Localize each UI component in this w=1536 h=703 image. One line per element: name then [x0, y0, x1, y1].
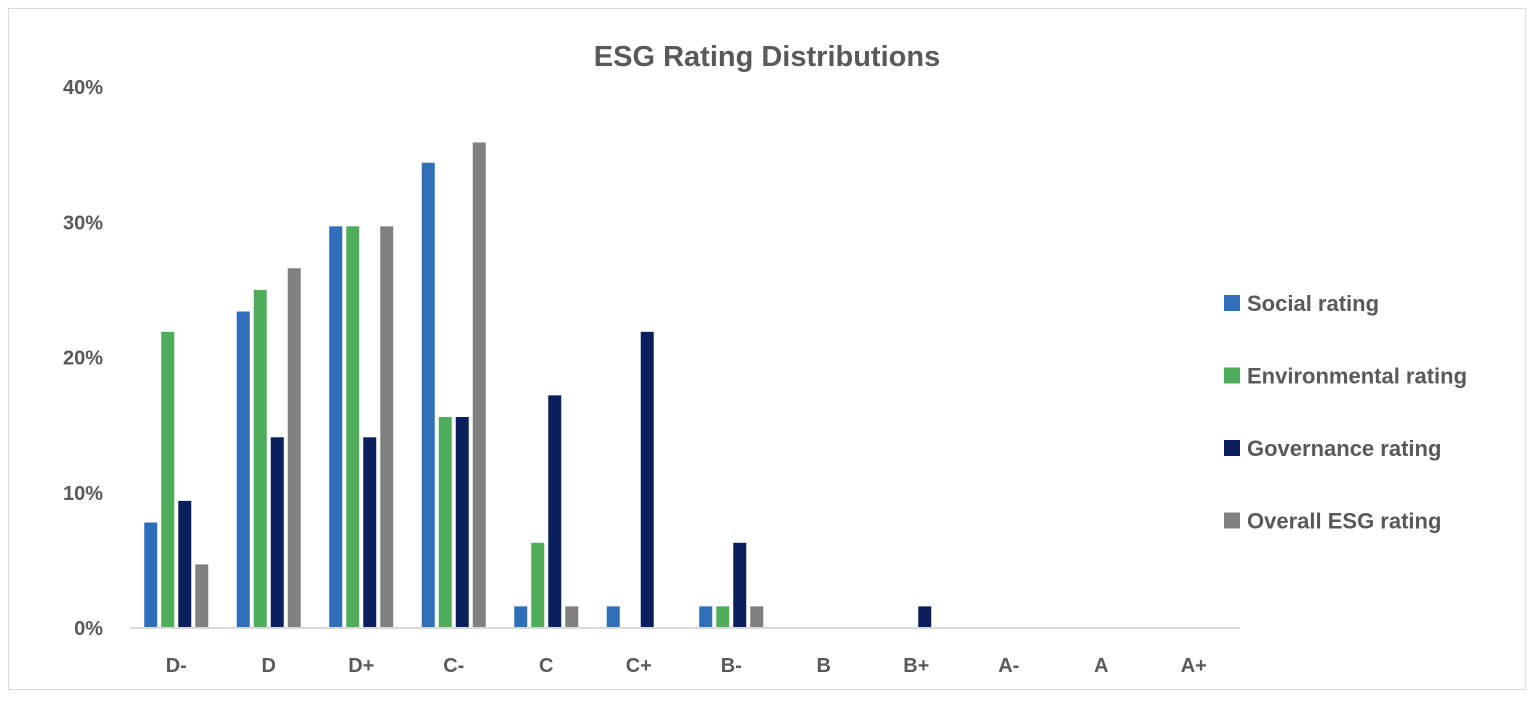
x-tick-label: B [817, 655, 831, 677]
bar-environmental-rating-D- [161, 331, 175, 628]
bar-overall-esg-rating-D- [195, 564, 209, 628]
bar-governance-rating-C- [455, 417, 469, 628]
bar-social-rating-D [236, 311, 250, 628]
y-tick-label: 0% [74, 618, 103, 640]
chart-frame [8, 8, 1526, 690]
x-tick-label: C+ [626, 655, 652, 677]
bar-overall-esg-rating-C [565, 606, 579, 628]
legend-label: Governance rating [1247, 436, 1441, 461]
y-tick-label: 40% [63, 77, 103, 99]
bar-environmental-rating-D [253, 289, 267, 628]
x-tick-label: A [1094, 655, 1108, 677]
bar-social-rating-D- [144, 522, 158, 628]
chart-title: ESG Rating Distributions [594, 41, 940, 73]
legend-label: Overall ESG rating [1247, 509, 1441, 534]
bar-governance-rating-B+ [918, 606, 932, 628]
bar-social-rating-D+ [329, 226, 343, 628]
x-tick-label: A+ [1181, 655, 1207, 677]
bar-governance-rating-D+ [363, 437, 377, 628]
bar-overall-esg-rating-D [287, 268, 301, 628]
bar-environmental-rating-D+ [346, 226, 360, 628]
bar-overall-esg-rating-B- [750, 606, 764, 628]
y-tick-label: 10% [63, 483, 103, 505]
x-tick-label: D- [166, 655, 187, 677]
x-tick-label: B+ [903, 655, 929, 677]
legend-swatch [1224, 367, 1240, 384]
bar-social-rating-C [514, 606, 528, 628]
bar-environmental-rating-C [531, 542, 545, 628]
bar-governance-rating-C+ [640, 331, 654, 628]
x-tick-label: D [262, 655, 276, 677]
bar-environmental-rating-B- [716, 606, 730, 628]
bar-overall-esg-rating-D+ [380, 226, 394, 628]
x-tick-label: C- [443, 655, 464, 677]
bar-governance-rating-D [270, 437, 284, 628]
y-tick-label: 20% [63, 348, 103, 370]
legend-swatch [1224, 440, 1240, 456]
bar-governance-rating-D- [178, 500, 192, 628]
x-tick-label: D+ [348, 655, 374, 677]
bar-governance-rating-C [548, 395, 562, 628]
bar-social-rating-C+ [606, 606, 620, 628]
x-tick-label: C [539, 655, 553, 677]
legend-label: Environmental rating [1247, 364, 1467, 389]
legend-label: Social rating [1247, 291, 1379, 316]
x-tick-label: A- [998, 655, 1019, 677]
bar-environmental-rating-C- [438, 417, 452, 628]
legend-swatch [1224, 512, 1240, 529]
bar-social-rating-B- [699, 606, 713, 628]
legend-swatch [1224, 295, 1240, 311]
y-tick-label: 30% [63, 212, 103, 234]
bar-governance-rating-B- [733, 542, 747, 628]
bar-social-rating-C- [421, 162, 435, 629]
bar-overall-esg-rating-C- [472, 142, 486, 628]
x-tick-label: B- [721, 655, 742, 677]
